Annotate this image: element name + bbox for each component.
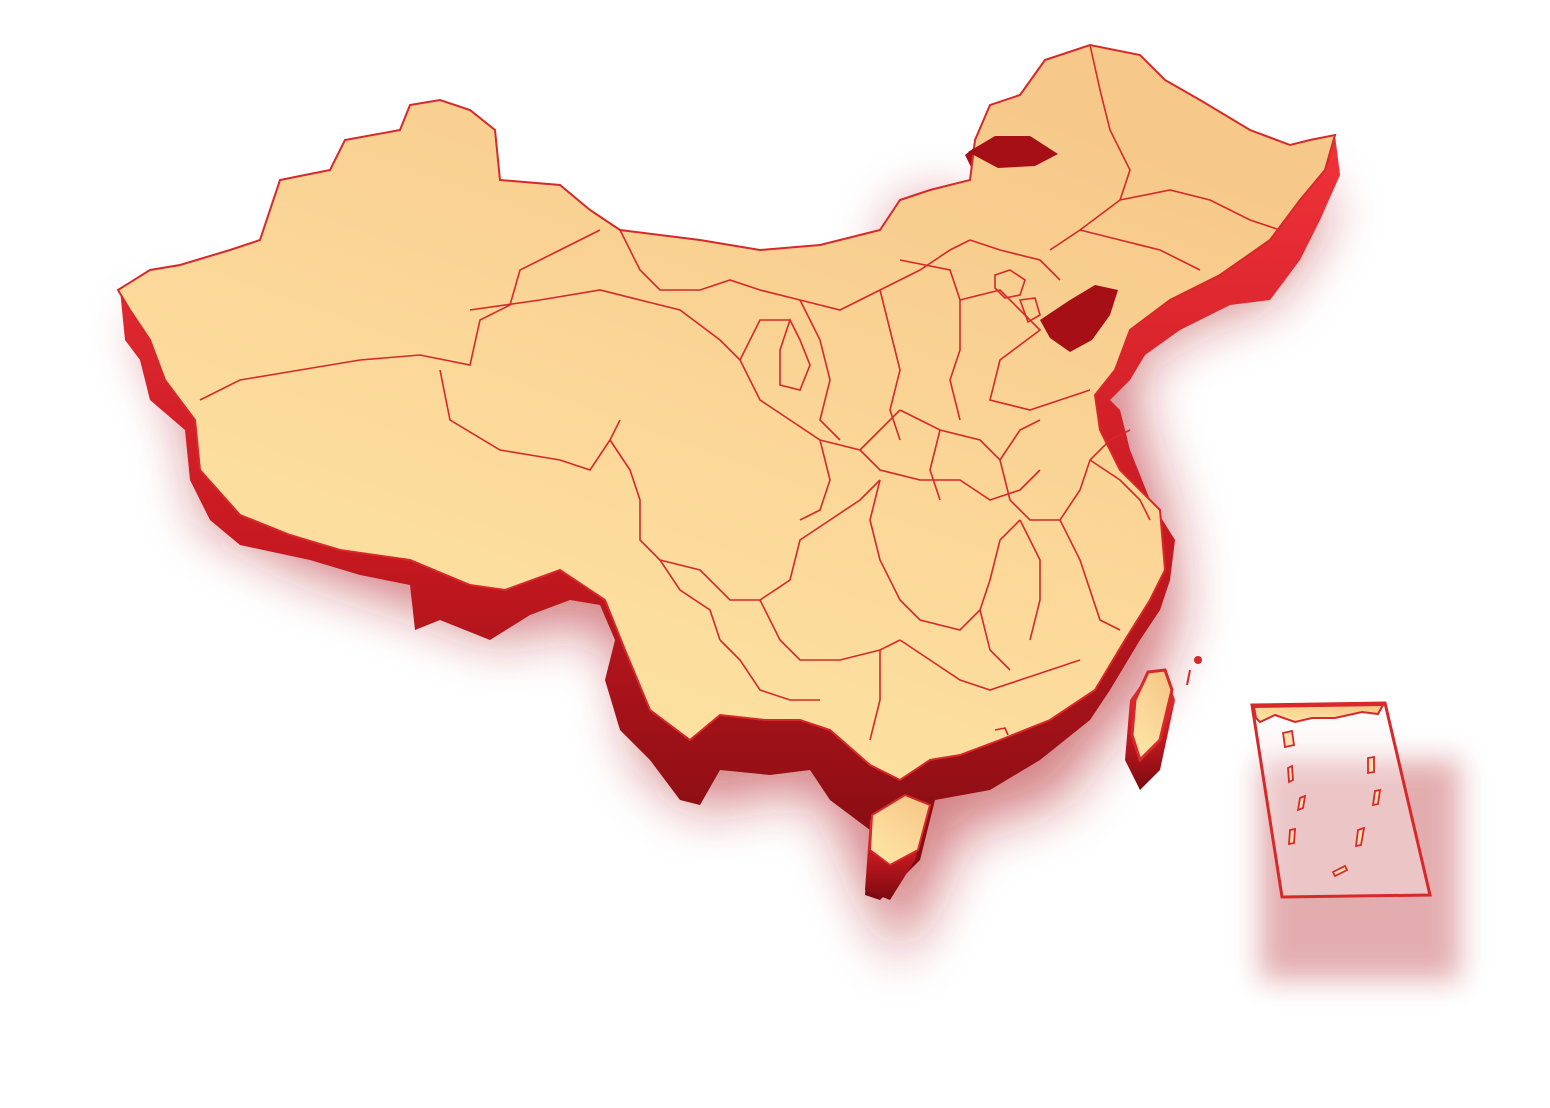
bohai-sea: [1040, 285, 1118, 352]
inset-frame: [1250, 701, 1432, 899]
mainland-shape: [116, 43, 1337, 782]
hulun-lake-cutout: [968, 136, 1058, 168]
small-island-dot: [1194, 656, 1202, 664]
map-land: [116, 43, 1337, 867]
inset-coast: [1252, 703, 1385, 724]
hainan-island: [868, 793, 932, 867]
inset-islands: [1281, 729, 1382, 878]
province-borders: [199, 44, 1281, 741]
south-china-sea-inset: [1250, 701, 1432, 899]
taiwan-island: [1130, 668, 1174, 763]
inset-shadow: [1260, 760, 1460, 980]
small-island-stroke: [1186, 669, 1191, 686]
